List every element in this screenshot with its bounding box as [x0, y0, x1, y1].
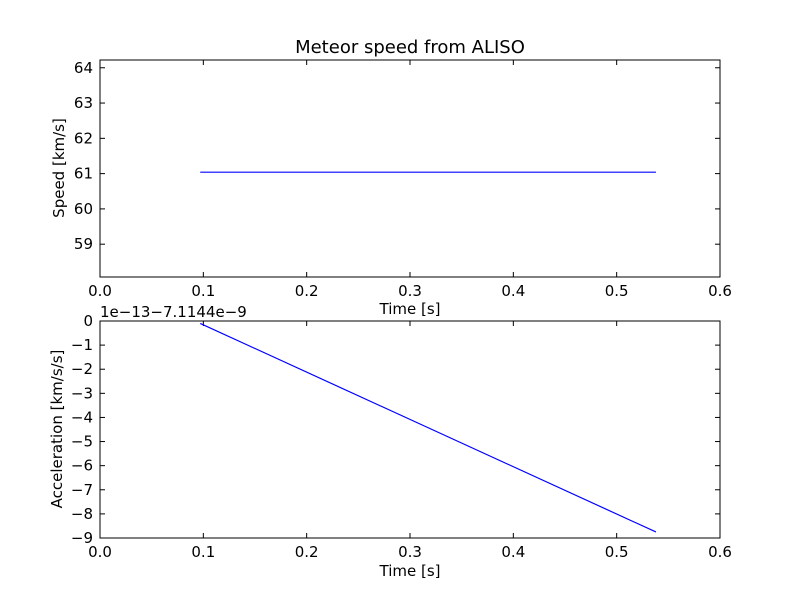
- speed-x-tick-label: 0.0: [88, 282, 112, 300]
- acceleration-x-tick-label: 0.0: [88, 543, 112, 561]
- acceleration-y-axis-label: Acceleration [km/s/s]: [48, 350, 66, 509]
- acceleration-y-tick-label: −2: [71, 360, 93, 378]
- acceleration-y-tick-label: −8: [71, 505, 93, 523]
- acceleration-y-tick-label: −6: [71, 457, 93, 475]
- acceleration-x-tick-label: 0.6: [708, 543, 732, 561]
- acceleration-y-tick-label: −9: [71, 529, 93, 547]
- acceleration-y-tick-label: −7: [71, 481, 93, 499]
- speed-x-axis: 0.0 0.1 0.2 0.3 0.4 0.5 0.6: [88, 60, 732, 300]
- acceleration-y-tick-label: −3: [71, 384, 93, 402]
- acceleration-subplot: 1e−13−7.1144e−9 0.0 0.1 0.2 0.3 0.4 0.5 0.6 0 −…: [48, 303, 732, 580]
- speed-x-tick-label: 0.4: [501, 282, 525, 300]
- acceleration-series-group: [199, 322, 657, 533]
- speed-x-tick-label: 0.1: [191, 282, 215, 300]
- speed-plot-area: [99, 59, 721, 278]
- acceleration-series-line: [199, 322, 657, 533]
- acceleration-x-tick-label: 0.1: [191, 543, 215, 561]
- acceleration-y-axis: 0 −1 −2 −3 −4 −5 −6 −7 −8 −9: [71, 312, 720, 547]
- acceleration-plot-area: [99, 320, 721, 539]
- acceleration-offset-text: 1e−13−7.1144e−9: [100, 303, 247, 321]
- speed-y-tick-label: 59: [74, 235, 93, 253]
- speed-y-tick-label: 64: [74, 59, 93, 77]
- speed-x-axis-label: Time [s]: [379, 300, 441, 318]
- acceleration-x-axis-label: Time [s]: [379, 562, 441, 580]
- acceleration-y-tick-label: −5: [71, 433, 93, 451]
- acceleration-y-tick-label: 0: [83, 312, 93, 330]
- speed-chart-title: Meteor speed from ALISO: [295, 37, 525, 58]
- acceleration-x-tick-label: 0.5: [605, 543, 629, 561]
- speed-y-tick-label: 62: [74, 129, 93, 147]
- speed-y-tick-label: 63: [74, 94, 93, 112]
- speed-y-axis-label: Speed [km/s]: [50, 118, 68, 218]
- speed-x-tick-label: 0.5: [605, 282, 629, 300]
- acceleration-x-tick-label: 0.3: [398, 543, 422, 561]
- acceleration-x-tick-label: 0.2: [295, 543, 319, 561]
- speed-x-tick-label: 0.6: [708, 282, 732, 300]
- acceleration-x-axis: 0.0 0.1 0.2 0.3 0.4 0.5 0.6: [88, 321, 732, 561]
- speed-y-axis: 59 60 61 62 63 64: [74, 59, 720, 253]
- speed-subplot: Meteor speed from ALISO 0.0 0.1 0.2 0.3 0.4 0…: [50, 37, 732, 318]
- speed-x-tick-label: 0.3: [398, 282, 422, 300]
- speed-x-tick-label: 0.2: [295, 282, 319, 300]
- acceleration-y-tick-label: −1: [71, 336, 93, 354]
- speed-y-tick-label: 60: [74, 200, 93, 218]
- acceleration-x-tick-label: 0.4: [501, 543, 525, 561]
- acceleration-y-tick-label: −4: [71, 408, 93, 426]
- speed-y-tick-label: 61: [74, 165, 93, 183]
